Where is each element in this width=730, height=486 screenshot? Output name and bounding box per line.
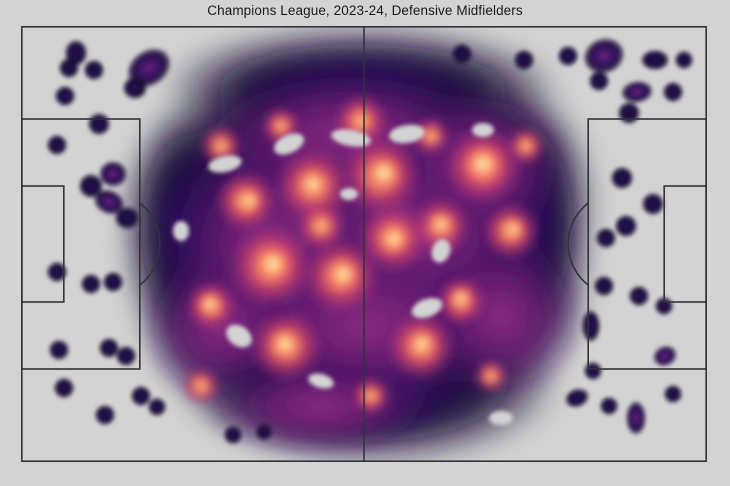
right-penalty-box <box>587 118 707 370</box>
pitch-markings-layer <box>21 26 707 462</box>
right-penalty-arc <box>567 202 589 286</box>
right-six-yard-box <box>663 185 707 303</box>
pitch-plot-area <box>21 26 707 462</box>
left-penalty-arc <box>139 202 161 286</box>
left-six-yard-box <box>21 185 65 303</box>
page-title: Champions League, 2023-24, Defensive Mid… <box>207 3 523 18</box>
left-penalty-box <box>21 118 141 370</box>
